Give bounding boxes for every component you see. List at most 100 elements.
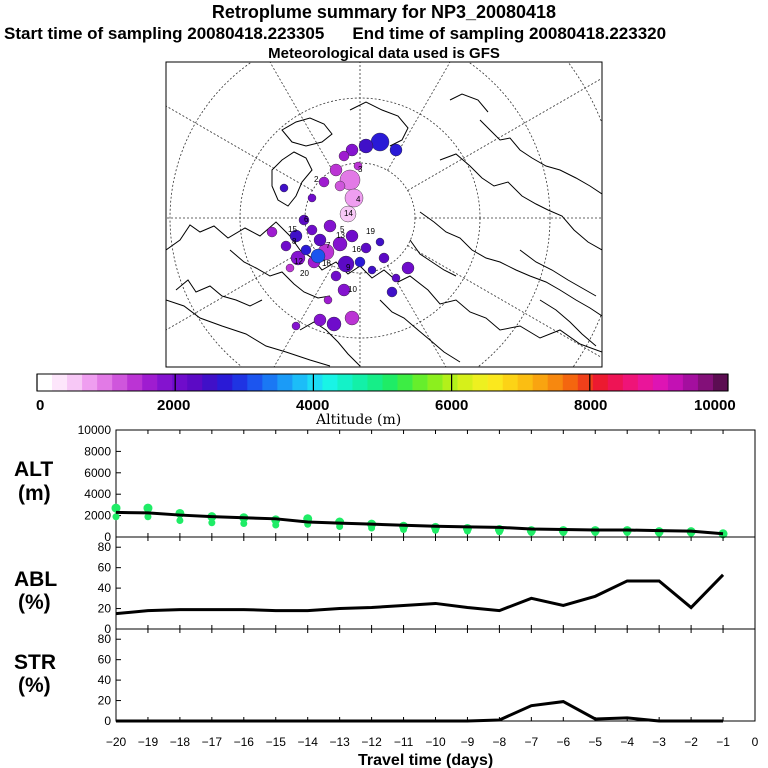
colorbar-title: Altitude (m) <box>315 412 401 428</box>
plume-cluster-marker <box>329 163 343 177</box>
x-tick-label: −5 <box>588 735 602 749</box>
x-axis-title: Travel time (days) <box>358 752 493 768</box>
x-tick-label: −20 <box>106 735 127 749</box>
colorbar-tick-2000: 2000 <box>157 397 190 414</box>
alt-cluster-point <box>336 523 344 531</box>
plume-cluster-marker <box>345 229 359 243</box>
y-tick-label: 20 <box>98 694 112 708</box>
str-panel-unit: (%) <box>18 674 51 697</box>
colorbar-tick-6000: 6000 <box>435 397 468 414</box>
panel-alt: 0 2000 4000 6000 8000 10000 <box>78 423 756 544</box>
plume-day-label: 6 <box>304 215 309 224</box>
sampling-times: Start time of sampling 20080418.223305 En… <box>4 24 768 44</box>
plume-cluster-marker <box>337 283 351 297</box>
plume-cluster-marker <box>306 224 318 236</box>
plume-cluster-marker <box>344 310 360 326</box>
y-tick-label: 0 <box>104 622 111 636</box>
coastline-segment <box>519 249 597 297</box>
plume-cluster-marker <box>279 183 289 193</box>
plume-day-label: 9 <box>346 263 351 272</box>
meridian-line <box>407 77 602 191</box>
colorbar-swatch <box>667 374 684 391</box>
str-line <box>116 700 724 723</box>
plume-day-label: 20 <box>300 269 309 278</box>
plume-cluster-marker <box>330 270 342 282</box>
y-tick-label: 40 <box>98 581 112 595</box>
plume-cluster-marker <box>391 273 401 283</box>
y-tick-label: 6000 <box>84 466 111 480</box>
plume-cluster-marker <box>280 240 292 252</box>
x-tick-label: −3 <box>652 735 666 749</box>
colorbar-swatch <box>82 374 98 391</box>
plume-cluster-marker <box>291 321 301 331</box>
meridian-line <box>166 105 313 191</box>
y-tick-label: 80 <box>98 632 112 646</box>
colorbar-swatch <box>547 374 564 391</box>
plume-cluster-marker <box>307 193 317 203</box>
y-tick-label: 4000 <box>84 487 111 501</box>
colorbar-swatch <box>292 374 308 391</box>
plume-cluster-marker <box>289 229 303 243</box>
alt-cluster-point <box>144 513 152 521</box>
alt-cluster-point <box>400 526 408 534</box>
colorbar-swatch <box>562 374 579 391</box>
colorbar-swatch <box>652 374 669 391</box>
plume-day-label: 15 <box>288 225 297 234</box>
coastline-segment <box>379 299 461 363</box>
plume-cluster-marker <box>338 150 350 162</box>
y-tick-label: 10000 <box>78 423 112 437</box>
colorbar-swatch <box>307 374 323 391</box>
plume-cluster-marker <box>323 219 337 233</box>
plume-cluster-marker <box>310 248 326 264</box>
x-tick-label: −18 <box>170 735 191 749</box>
x-tick-label: 0 <box>752 735 759 749</box>
y-tick-label: 0 <box>104 714 111 728</box>
colorbar-swatch <box>247 374 263 391</box>
alt-cluster-point <box>240 520 248 528</box>
y-tick-label: 80 <box>98 540 112 554</box>
colorbar-swatch <box>172 374 188 391</box>
alt-panel-label: ALT <box>14 458 53 481</box>
plume-day-label: 16 <box>352 245 361 254</box>
x-tick-label: −2 <box>684 735 698 749</box>
polar-map: 2 3 4 5 6 7 8 9 10 12 13 14 15 16 18 19 20 <box>165 61 603 368</box>
plume-cluster-marker <box>401 261 415 275</box>
colorbar-swatch <box>232 374 248 391</box>
panel-frame <box>115 536 756 630</box>
plume-day-label: 12 <box>294 257 303 266</box>
plume-day-label: 2 <box>314 175 319 184</box>
plume-cluster-marker <box>318 176 330 188</box>
plume-cluster-marker <box>326 316 342 332</box>
x-tick-label: −16 <box>234 735 255 749</box>
plume-cluster-marker <box>344 188 364 208</box>
plume-cluster-marker <box>370 132 390 152</box>
alt-cluster-point <box>463 527 471 535</box>
coastline-segment <box>281 117 333 147</box>
meridian-line <box>387 62 451 171</box>
x-tick-label: −13 <box>329 735 350 749</box>
y-tick-label: 2000 <box>84 509 111 523</box>
plume-cluster-marker <box>290 250 306 266</box>
panel-abl: 0 20 40 60 80 <box>98 536 756 636</box>
colorbar-swatch <box>127 374 143 391</box>
colorbar-swatch <box>472 374 488 391</box>
x-tick-label: −17 <box>202 735 223 749</box>
colorbar-tick-0: 0 <box>36 397 44 414</box>
y-tick-label: 60 <box>98 653 112 667</box>
alt-cluster-point <box>272 521 280 529</box>
colorbar-swatch <box>187 374 203 391</box>
colorbar-swatch <box>607 374 624 391</box>
plume-clusters <box>266 132 415 332</box>
meridian-line <box>273 265 333 367</box>
colorbar-swatch <box>202 374 218 391</box>
plume-day-label: 19 <box>366 227 375 236</box>
colorbar-swatch <box>712 374 729 391</box>
y-tick-label: 40 <box>98 673 112 687</box>
plume-day-label: 4 <box>356 195 361 204</box>
colorbar-tick-10000: 10000 <box>694 397 736 414</box>
colorbar-swatch <box>382 374 398 391</box>
plume-cluster-marker <box>334 180 346 192</box>
y-tick-label: 8000 <box>84 444 111 458</box>
plume-cluster-marker <box>313 313 327 327</box>
